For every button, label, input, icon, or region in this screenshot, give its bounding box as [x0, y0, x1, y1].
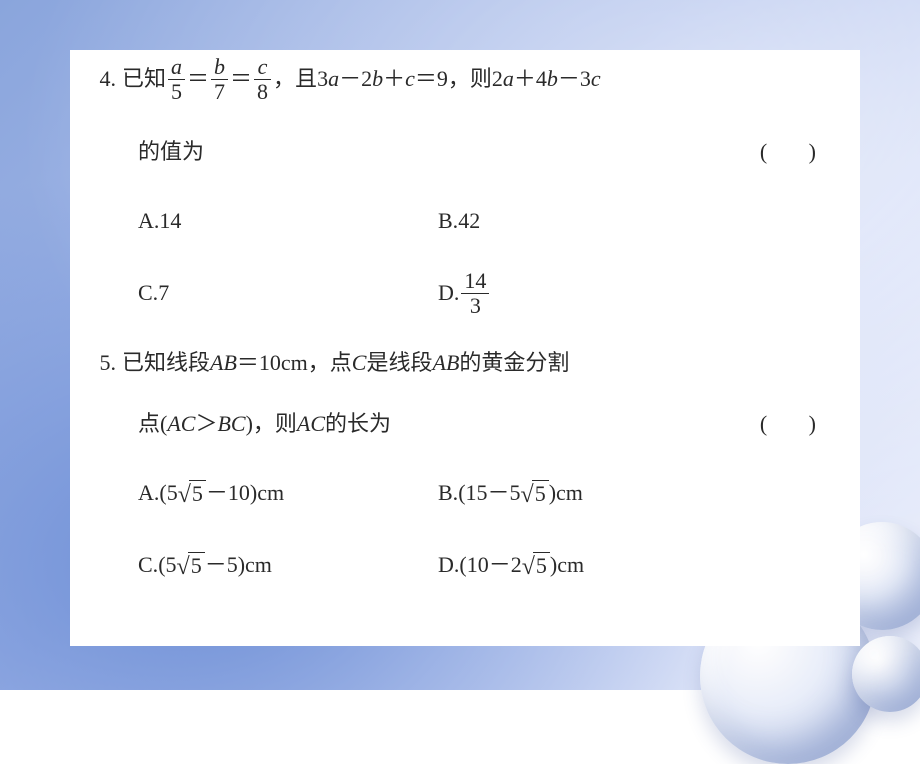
- q5-optB: B. (15－5 √5 )cm: [438, 469, 738, 517]
- q4-optD-frac: 14 3: [461, 270, 489, 317]
- q5-paren: ( ): [760, 409, 840, 440]
- q5-options-row2: C. (5 √5 －5)cm D. (10－2 √5 )cm: [138, 541, 840, 589]
- bg-sphere: [852, 636, 920, 712]
- q4-mid1: ，且: [273, 64, 317, 95]
- q5-optA: A. (5 √5 －10)cm: [138, 469, 438, 517]
- q4-frac3: c 8: [254, 56, 271, 103]
- q4-mid2: ，则: [448, 64, 492, 95]
- q4-paren: ( ): [760, 137, 840, 168]
- q4-optC: C. 7: [138, 270, 438, 318]
- q5-number: 5.: [90, 348, 116, 379]
- q5-optC: C. (5 √5 －5)cm: [138, 541, 438, 589]
- sqrt-icon: √5: [178, 480, 206, 506]
- q4-frac2: b 7: [211, 56, 228, 103]
- q5-options-row1: A. (5 √5 －10)cm B. (15－5 √5 )cm: [138, 469, 840, 517]
- q4-eq2: ＝: [230, 64, 252, 95]
- q4-options-row2: C. 7 D. 14 3: [138, 270, 840, 318]
- q4-optA: A. 14: [138, 198, 438, 246]
- sqrt-icon: √5: [522, 552, 550, 578]
- q5-line2: 点( AC ＞ BC )，则 AC 的长为 ( ): [90, 409, 840, 440]
- q4-valuetext: 的值为: [138, 137, 204, 168]
- q4-eq1: ＝: [187, 64, 209, 95]
- q4-line1: 4. 已知 a 5 ＝ b 7 ＝ c 8 ，且 3 a －2 b ＋ c ＝9…: [90, 56, 840, 103]
- q4-frac1: a 5: [168, 56, 185, 103]
- sqrt-icon: √5: [177, 552, 205, 578]
- q5-optD: D. (10－2 √5 )cm: [438, 541, 738, 589]
- q5-line1: 5. 已知线段 AB ＝10cm，点 C 是线段 AB 的黄金分割: [90, 348, 840, 379]
- sqrt-icon: √5: [521, 480, 549, 506]
- q4-line2: 的值为 ( ): [90, 137, 840, 168]
- q4-optD: D. 14 3: [438, 270, 738, 318]
- q4-pre: 已知: [122, 64, 166, 95]
- q4-options-row1: A. 14 B. 42: [138, 198, 840, 246]
- q4-optB: B. 42: [438, 198, 738, 246]
- question-paper: 4. 已知 a 5 ＝ b 7 ＝ c 8 ，且 3 a －2 b ＋ c ＝9…: [70, 50, 860, 646]
- q4-number: 4.: [90, 64, 116, 95]
